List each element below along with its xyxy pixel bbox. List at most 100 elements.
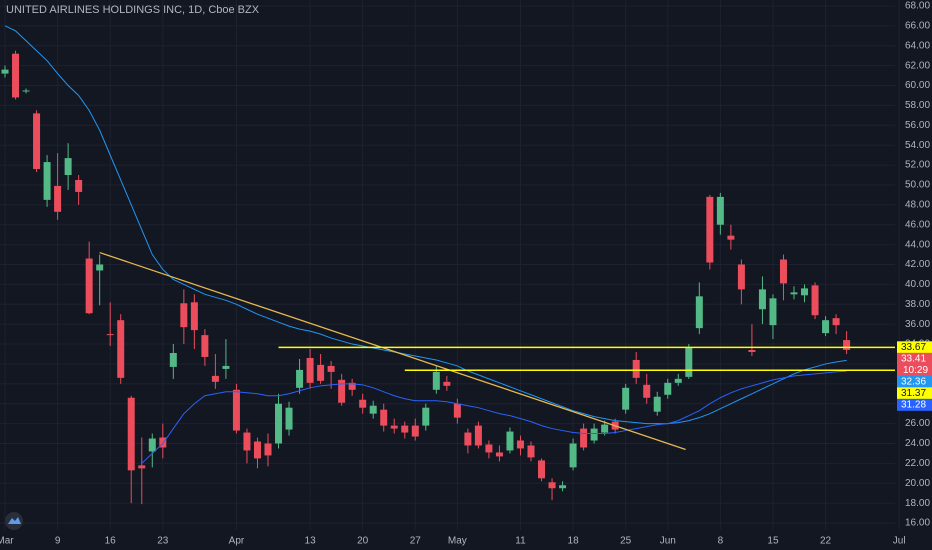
candle-body: [727, 235, 735, 240]
candle-body: [443, 381, 451, 386]
candle-body: [811, 285, 819, 316]
candle-body: [527, 445, 535, 458]
candle-body: [253, 441, 261, 459]
y-tick-label: 40.00: [905, 279, 930, 290]
y-tick-label: 42.00: [905, 259, 930, 270]
candle-body: [422, 407, 430, 426]
price-label-box: [897, 375, 932, 388]
ma-line: [4, 25, 847, 425]
price-label-box: [897, 341, 932, 354]
candle-body: [622, 387, 630, 410]
x-tick-label: 27: [410, 536, 422, 547]
x-tick-label: 13: [305, 536, 317, 547]
price-label-box: [897, 352, 932, 365]
candle-body: [516, 440, 524, 449]
candle-body: [790, 292, 798, 295]
price-label-box: [897, 398, 932, 411]
candle-body: [832, 318, 840, 326]
candle-body: [695, 296, 703, 329]
candle-body: [127, 397, 135, 471]
countdown-label: 10:29: [903, 365, 928, 376]
y-tick-label: 46.00: [905, 219, 930, 230]
candle-body: [390, 425, 398, 429]
price-label: 33.41: [901, 353, 926, 364]
x-tick-label: Mar: [0, 536, 14, 547]
candle-body: [601, 424, 609, 433]
candle-body: [369, 405, 377, 414]
candle-body: [643, 384, 651, 398]
candle-body: [674, 378, 682, 383]
candle-body: [495, 452, 503, 457]
candle-body: [211, 375, 219, 382]
ma-line: [141, 370, 847, 464]
x-tick-label: Jul: [893, 536, 906, 547]
price-label: 32.36: [901, 376, 926, 387]
candle-body: [75, 179, 83, 192]
candle-body: [569, 443, 577, 468]
candle-body: [538, 460, 546, 479]
y-tick-label: 20.00: [905, 478, 930, 489]
candle-body: [117, 320, 125, 378]
candle-body: [159, 437, 167, 448]
y-tick-label: 62.00: [905, 60, 930, 71]
y-tick-label: 58.00: [905, 100, 930, 111]
candle-body: [64, 158, 72, 176]
candle-body: [632, 359, 640, 378]
candle-body: [264, 443, 272, 456]
candle-body: [96, 264, 104, 271]
candle-body: [737, 264, 745, 290]
candle-body: [306, 357, 314, 383]
candle-body: [33, 113, 41, 170]
x-tick-label: 20: [357, 536, 369, 547]
candle-body: [685, 348, 693, 377]
x-tick-label: 18: [568, 536, 580, 547]
price-label-box: [897, 387, 932, 400]
candle-body: [285, 407, 293, 430]
candle-body: [769, 298, 777, 326]
y-tick-label: 22.00: [905, 458, 930, 469]
countdown-box: [897, 364, 932, 377]
y-tick-label: 16.00: [905, 518, 930, 529]
candle-body: [464, 432, 472, 446]
candle-body: [401, 425, 409, 433]
candle-body: [716, 196, 724, 225]
candle-body: [169, 353, 177, 367]
candle-body: [548, 482, 556, 489]
candle-body: [432, 371, 440, 390]
candle-body: [232, 389, 240, 431]
y-tick-label: 56.00: [905, 120, 930, 131]
x-tick-label: 8: [718, 536, 724, 547]
candle-body: [779, 259, 787, 284]
candle-body: [190, 302, 198, 331]
candle-body: [506, 431, 514, 451]
chart-title: UNITED AIRLINES HOLDINGS INC, 1D, Cboe B…: [6, 4, 260, 16]
y-tick-label: 64.00: [905, 40, 930, 51]
x-tick-label: 11: [515, 536, 526, 547]
x-tick-label: 22: [820, 536, 832, 547]
candle-body: [801, 288, 809, 296]
candle-body: [22, 90, 30, 92]
y-tick-label: 38.00: [905, 299, 930, 310]
candle-body: [296, 369, 304, 388]
candle-body: [664, 382, 672, 395]
x-tick-label: May: [448, 536, 467, 547]
x-tick-label: 15: [767, 536, 779, 547]
candle-body: [822, 320, 830, 334]
y-tick-label: 54.00: [905, 140, 930, 151]
candle-body: [653, 396, 661, 412]
candle-body: [275, 403, 283, 444]
candle-body: [843, 340, 851, 350]
x-tick-label: 9: [55, 536, 61, 547]
logo-icon: [8, 517, 21, 524]
price-label: 33.67: [901, 342, 926, 353]
plot: [1, 25, 895, 505]
y-tick-label: 50.00: [905, 180, 930, 191]
trendline: [99, 251, 686, 451]
candle-body: [54, 185, 62, 212]
candle-body: [327, 365, 335, 372]
grid: [0, 0, 900, 530]
y-tick-label: 52.00: [905, 160, 930, 171]
